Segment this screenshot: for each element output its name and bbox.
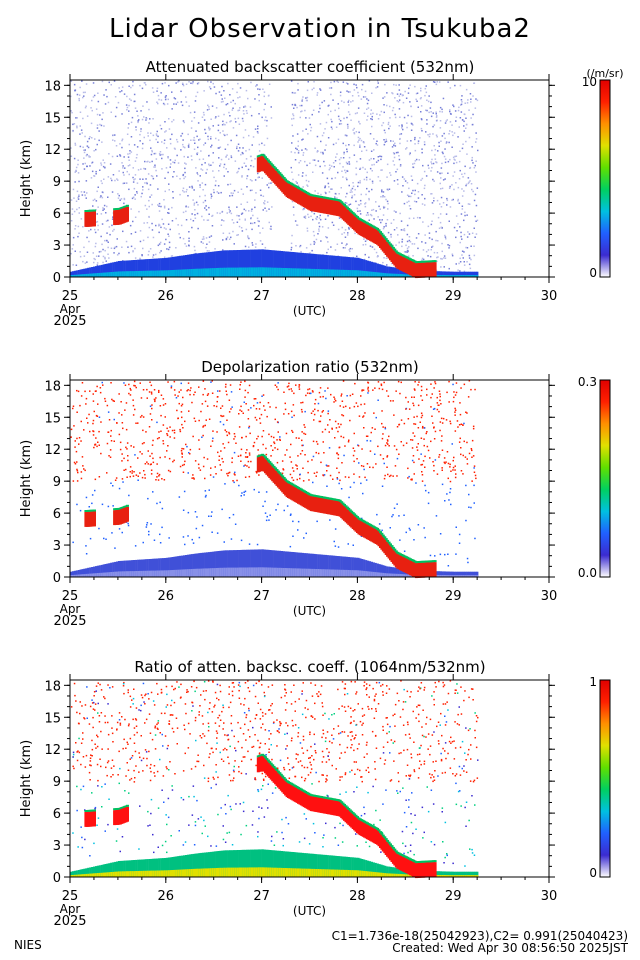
x-year-label: 2025 <box>53 314 86 329</box>
boundary-layer <box>70 549 479 577</box>
y-tick-label: 15 <box>44 411 61 426</box>
x-axis-label: (UTC) <box>293 304 326 318</box>
plot-area <box>70 380 549 577</box>
colorbar-max-label: 10 <box>582 75 597 89</box>
x-year-label: 2025 <box>53 614 86 629</box>
page-title: Lidar Observation in Tsukuba2 <box>109 14 531 44</box>
panel-backscatter: Attenuated backscatter coefficient (532n… <box>0 58 640 358</box>
cloud-layer <box>84 453 437 579</box>
x-tick-label: 28 <box>349 289 366 304</box>
x-tick-label: 29 <box>445 289 462 304</box>
y-tick-label: 9 <box>53 175 61 190</box>
panel-title: Attenuated backscatter coefficient (532n… <box>145 58 475 76</box>
cloud-layer <box>84 753 437 879</box>
x-tick-label: 28 <box>349 589 366 604</box>
x-month-label: Apr <box>60 902 81 916</box>
boundary-layer <box>70 849 479 877</box>
x-year-label: 2025 <box>53 914 86 929</box>
y-tick-label: 18 <box>44 79 61 94</box>
y-tick-label: 12 <box>44 443 61 458</box>
colorbar-min-label: 0 <box>589 266 597 280</box>
x-tick-label: 30 <box>541 889 558 904</box>
panel-title: Ratio of atten. backsc. coeff. (1064nm/5… <box>134 658 486 676</box>
y-tick-label: 0 <box>53 271 61 286</box>
x-month-label: Apr <box>60 602 81 616</box>
y-tick-label: 3 <box>53 839 61 854</box>
colorbar-max-label: 1 <box>589 675 597 689</box>
y-tick-label: 18 <box>44 679 61 694</box>
x-tick-label: 30 <box>541 289 558 304</box>
x-tick-label: 25 <box>62 889 79 904</box>
y-tick-label: 15 <box>44 711 61 726</box>
x-tick-label: 26 <box>158 289 175 304</box>
y-tick-label: 12 <box>44 143 61 158</box>
y-axis-label: Height (km) <box>19 740 34 817</box>
footer-calibration: C1=1.736e-18(25042923),C2= 0.991(2504042… <box>331 929 628 943</box>
panel-depolarization: Depolarization ratio (532nm) 0 3 6 9 12 15 18 2… <box>0 358 640 658</box>
panel-color-ratio: Ratio of atten. backsc. coeff. (1064nm/5… <box>0 658 640 958</box>
y-tick-label: 15 <box>44 111 61 126</box>
x-tick-label: 26 <box>158 589 175 604</box>
colorbar-max-label: 0.3 <box>578 375 597 389</box>
colorbar <box>599 79 611 278</box>
y-tick-label: 3 <box>53 539 61 554</box>
colorbar-unit-label: (/m/sr) <box>587 67 624 80</box>
field-texture <box>70 80 479 273</box>
y-tick-label: 6 <box>53 807 61 822</box>
x-tick-label: 25 <box>62 289 79 304</box>
field-texture <box>70 680 479 867</box>
field-texture <box>70 380 477 567</box>
x-month-label: Apr <box>60 302 81 316</box>
footer-org: NIES <box>14 938 42 952</box>
y-axis-label: Height (km) <box>19 440 34 517</box>
x-tick-label: 27 <box>253 589 270 604</box>
x-tick-label: 30 <box>541 589 558 604</box>
x-tick-label: 28 <box>349 889 366 904</box>
x-axis-label: (UTC) <box>293 604 326 618</box>
y-tick-label: 6 <box>53 207 61 222</box>
x-tick-label: 27 <box>253 289 270 304</box>
boundary-layer <box>70 249 479 277</box>
panel-title: Depolarization ratio (532nm) <box>201 358 419 376</box>
y-tick-label: 0 <box>53 871 61 886</box>
y-tick-label: 12 <box>44 743 61 758</box>
colorbar-min-label: 0 <box>589 866 597 880</box>
cloud-layer <box>84 153 437 279</box>
y-tick-label: 9 <box>53 475 61 490</box>
x-tick-label: 29 <box>445 889 462 904</box>
y-tick-label: 0 <box>53 571 61 586</box>
colorbar-min-label: 0.0 <box>578 566 597 580</box>
y-tick-label: 18 <box>44 379 61 394</box>
colorbar <box>599 379 611 578</box>
y-tick-label: 3 <box>53 239 61 254</box>
x-tick-label: 29 <box>445 589 462 604</box>
y-axis-label: Height (km) <box>19 140 34 217</box>
y-tick-label: 9 <box>53 775 61 790</box>
x-tick-label: 27 <box>253 889 270 904</box>
x-axis-label: (UTC) <box>293 904 326 918</box>
x-tick-label: 25 <box>62 589 79 604</box>
x-tick-label: 26 <box>158 889 175 904</box>
footer-created: Created: Wed Apr 30 08:56:50 2025JST <box>392 941 628 955</box>
colorbar <box>599 679 611 878</box>
y-tick-label: 6 <box>53 507 61 522</box>
plot-area <box>70 80 549 277</box>
